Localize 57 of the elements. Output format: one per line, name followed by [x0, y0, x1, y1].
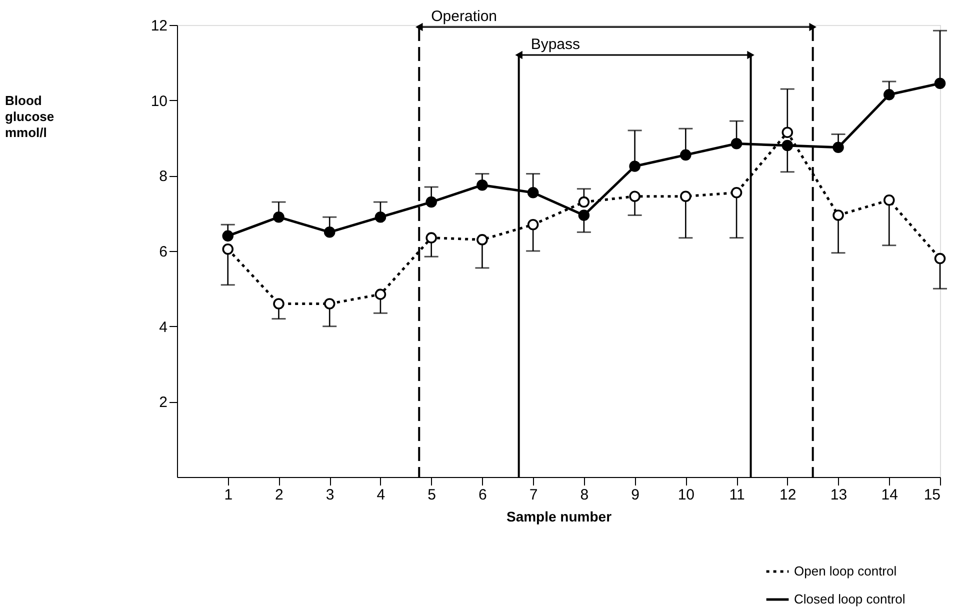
point — [222, 230, 234, 242]
point — [832, 142, 844, 154]
x-tick-label: 2 — [275, 486, 284, 504]
y-tick-label: 2 — [159, 394, 168, 412]
y-tick-label: 12 — [150, 18, 168, 34]
y-tick-label: 6 — [159, 244, 168, 260]
point — [273, 298, 284, 310]
x-tick-label: 4 — [376, 486, 386, 504]
point — [476, 234, 488, 246]
point — [730, 186, 742, 198]
x-tick-label: 3 — [326, 486, 334, 504]
x-tick-label: 15 — [924, 486, 940, 504]
point — [222, 243, 234, 255]
point — [883, 89, 895, 100]
point — [426, 196, 437, 208]
y-tick-label: 10 — [150, 92, 168, 110]
x-tick-label: 8 — [580, 486, 589, 504]
x-tick-label: 9 — [631, 486, 640, 504]
x-tick-label: 5 — [428, 486, 436, 504]
legend-label: Closed loop control — [794, 592, 906, 606]
x-tick-label: 10 — [678, 486, 695, 504]
point — [374, 211, 386, 223]
point — [476, 179, 488, 191]
ref-line-label: Operation — [431, 8, 497, 25]
point — [527, 219, 539, 230]
point — [730, 138, 742, 150]
point — [934, 78, 946, 90]
x-tick-label: 7 — [529, 486, 538, 504]
x-tick-label: 13 — [830, 486, 848, 504]
y-tick-label: 4 — [159, 318, 168, 336]
point — [680, 190, 692, 202]
y-tick-label: 8 — [159, 168, 168, 186]
point — [782, 140, 794, 152]
point — [782, 126, 794, 138]
point — [273, 211, 284, 223]
point — [629, 160, 640, 172]
point — [578, 196, 590, 208]
x-tick-label: 12 — [780, 486, 796, 504]
x-tick-label: 14 — [881, 486, 898, 504]
point — [578, 210, 590, 221]
point — [680, 149, 692, 161]
x-tick-label: 6 — [478, 486, 487, 504]
point — [629, 190, 640, 202]
point — [426, 232, 437, 244]
point — [832, 210, 844, 221]
point — [527, 186, 539, 198]
point — [883, 194, 895, 206]
point — [934, 252, 946, 264]
ref-line-label: Bypass — [530, 36, 580, 53]
point — [324, 226, 336, 238]
point — [374, 288, 386, 300]
x-tick-label: 1 — [224, 486, 233, 504]
x-tick-label: 11 — [729, 486, 745, 504]
point — [324, 298, 336, 310]
x-axis-title: Sample number — [506, 508, 612, 524]
legend-label: Open loop control — [794, 564, 897, 578]
text: Blood glucose mmol/l — [5, 93, 54, 140]
